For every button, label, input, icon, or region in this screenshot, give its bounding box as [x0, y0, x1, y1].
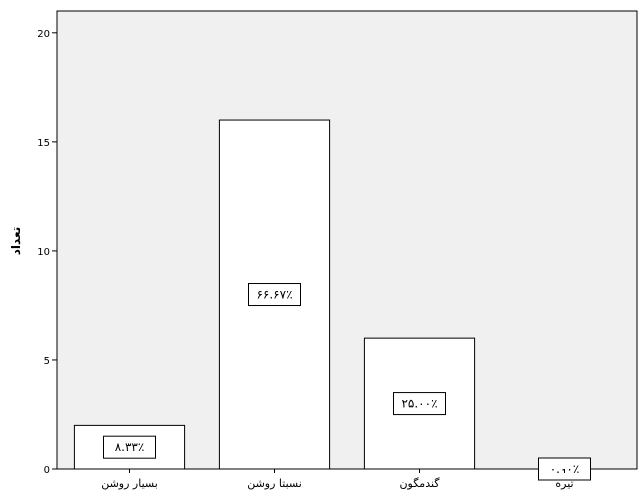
y-axis: 0 5 10 15 20: [37, 29, 57, 476]
data-label-box: [248, 283, 301, 307]
y-tick-label: 5: [44, 356, 50, 367]
y-axis-title: تعداد: [9, 227, 23, 255]
y-tick-label: 10: [37, 247, 50, 258]
x-tick-label: نسبتا روشن: [247, 477, 302, 490]
data-label: ۶۶.۶۷٪: [256, 288, 292, 302]
x-tick-label: تیره: [555, 477, 573, 490]
y-tick-label: 0: [44, 465, 50, 476]
data-label-box: [103, 435, 156, 459]
x-tick-label: بسیار روشن: [101, 477, 158, 490]
data-label: ۲۵.۰۰٪: [401, 397, 437, 411]
plot-area: [56, 10, 638, 470]
y-tick-label: 20: [37, 29, 50, 40]
x-axis: بسیار روشن نسبتا روشن گندمگون تیره: [101, 469, 574, 490]
y-tick-label: 15: [37, 138, 50, 149]
bars: [73, 119, 620, 470]
data-label-box: [393, 392, 446, 416]
data-labels: ۸.۳۳٪۶۶.۶۷٪۲۵.۰۰٪۰.۰۰٪: [103, 283, 591, 481]
data-label: ۸.۳۳٪: [115, 440, 145, 454]
x-tick-label: گندمگون: [399, 477, 440, 490]
